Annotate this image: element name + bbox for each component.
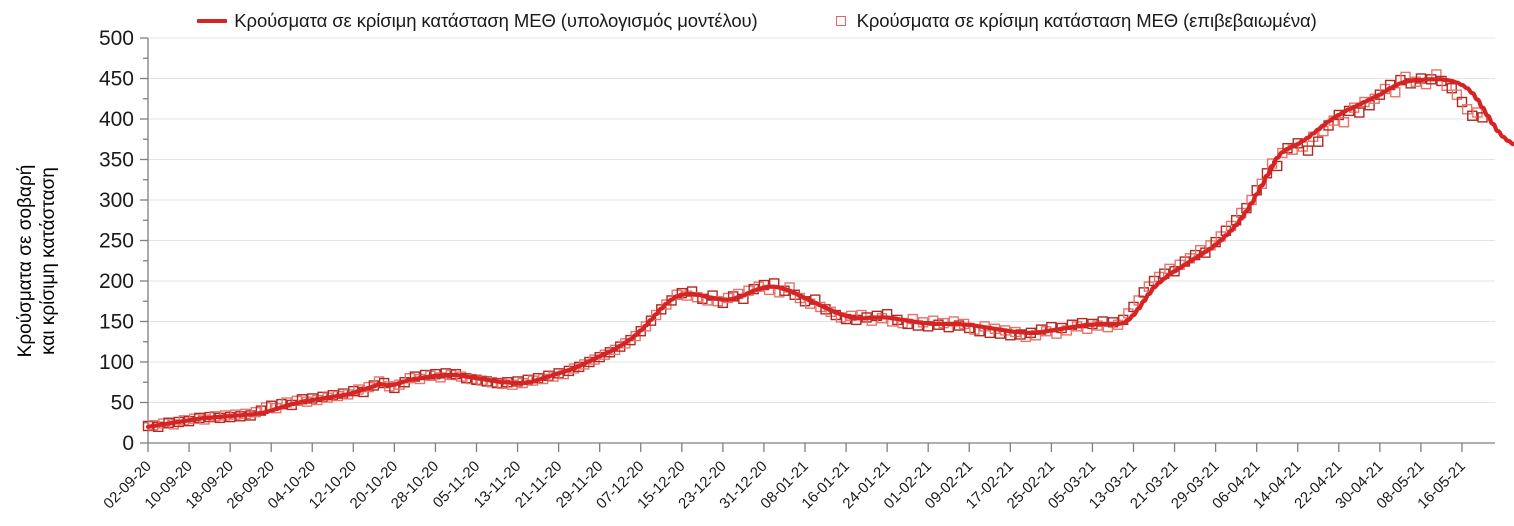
svg-text:200: 200 — [99, 270, 134, 293]
svg-text:500: 500 — [99, 27, 134, 50]
svg-text:400: 400 — [99, 108, 134, 131]
svg-text:50: 50 — [111, 392, 134, 415]
series-model-line — [145, 77, 1514, 429]
y-tick-labels: 0 50 100 150 200 250 300 350 400 450 500 — [99, 27, 134, 455]
legend-label-confirmed: Κρούσματα σε κρίσιμη κατάσταση ΜΕΘ (επιβ… — [856, 10, 1317, 31]
y-axis — [140, 37, 149, 444]
legend-entry-model[interactable]: Κρούσματα σε κρίσιμη κατάσταση ΜΕΘ (υπολ… — [197, 10, 758, 32]
x-axis — [147, 442, 1495, 452]
square-marker-swatch-icon — [835, 16, 846, 26]
svg-text:300: 300 — [99, 189, 134, 212]
x-tick-labels: 02-09-2010-09-2018-09-2026-09-2004-10-20… — [100, 458, 1468, 512]
svg-text:0: 0 — [122, 432, 134, 455]
svg-text:450: 450 — [99, 68, 134, 91]
line-swatch-icon — [197, 19, 228, 23]
svg-text:250: 250 — [99, 230, 134, 253]
legend-label-model: Κρούσματα σε κρίσιμη κατάσταση ΜΕΘ (υπολ… — [234, 10, 758, 31]
svg-text:350: 350 — [99, 149, 134, 172]
legend-entry-confirmed[interactable]: Κρούσματα σε κρίσιμη κατάσταση ΜΕΘ (επιβ… — [835, 10, 1317, 32]
gridlines — [148, 37, 1495, 403]
chart-legend: Κρούσματα σε κρίσιμη κατάσταση ΜΕΘ (υπολ… — [0, 8, 1514, 34]
svg-text:150: 150 — [99, 311, 134, 334]
series-confirmed-markers — [142, 69, 1488, 432]
svg-text:100: 100 — [99, 351, 134, 374]
